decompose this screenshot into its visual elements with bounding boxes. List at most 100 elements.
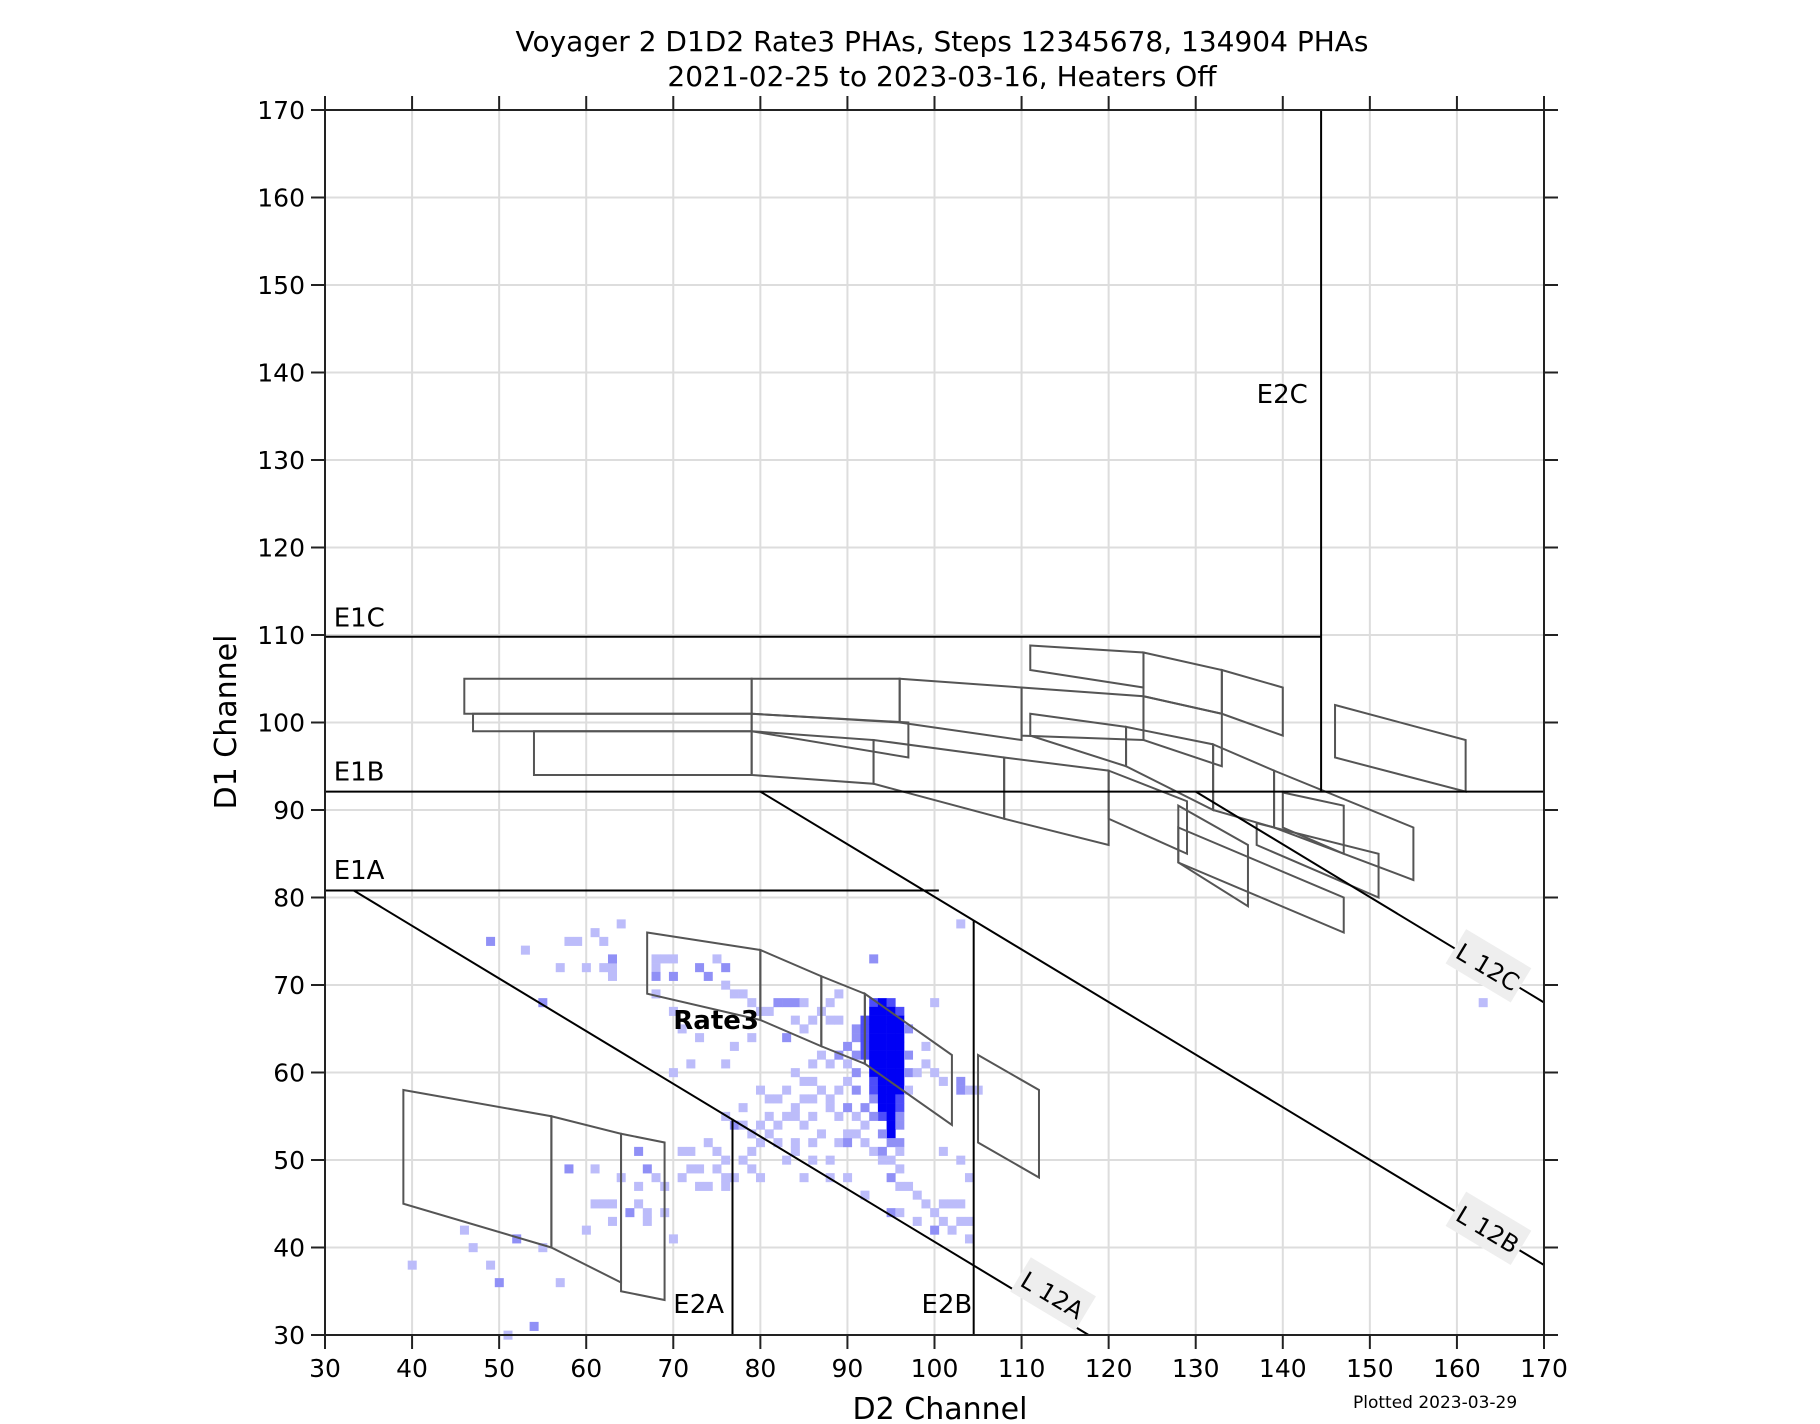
histogram-cell [712, 1146, 722, 1156]
histogram-cell [843, 1129, 853, 1139]
x-tick-label: 170 [1520, 1354, 1568, 1383]
histogram-cell [590, 928, 600, 938]
histogram-cell [886, 1111, 896, 1121]
histogram-cell [773, 998, 783, 1008]
histogram-cell [930, 1208, 940, 1218]
histogram-cell [590, 1164, 600, 1174]
histogram-cell [869, 1076, 879, 1086]
histogram-cell [938, 1216, 948, 1226]
histogram-cell [877, 1033, 887, 1043]
x-tick-label: 100 [911, 1354, 959, 1383]
histogram-cell [790, 1138, 800, 1148]
x-tick-label: 60 [570, 1354, 602, 1383]
histogram-cell [729, 989, 739, 999]
histogram-cell [895, 1024, 905, 1034]
histogram-cell [581, 963, 591, 973]
y-tick-label: 130 [257, 446, 305, 475]
histogram-cell [851, 1024, 861, 1034]
histogram-cell [877, 1068, 887, 1078]
label-e2b: E2B [921, 1290, 972, 1320]
chart-title: Voyager 2 D1D2 Rate3 PHAs, Steps 1234567… [515, 25, 1368, 58]
histogram-cell [869, 954, 879, 964]
histogram-cell [964, 1216, 974, 1226]
rate3-label: Rate3 [673, 1006, 759, 1036]
histogram-cell [512, 1234, 522, 1244]
boundary-lines [325, 110, 1545, 1336]
histogram-cell [677, 1024, 687, 1034]
histogram-cell [851, 1068, 861, 1078]
histogram-cell [486, 1260, 496, 1270]
histogram-cell [729, 1120, 739, 1130]
histogram-cell [938, 1146, 948, 1156]
histogram-cell [834, 1085, 844, 1095]
histogram-cell [860, 1138, 870, 1148]
histogram-cell [782, 998, 792, 1008]
histogram-cell [886, 1094, 896, 1104]
histogram-cell [877, 1006, 887, 1016]
histogram-cell [869, 1146, 879, 1156]
label-e1b: E1B [334, 757, 385, 787]
histogram-cell [808, 1094, 818, 1104]
histogram-cell [1478, 998, 1488, 1008]
histogram-cell [938, 1076, 948, 1086]
histogram-cell [808, 1111, 818, 1121]
histogram-cell [921, 1199, 931, 1209]
histogram-cell [738, 1155, 748, 1165]
histogram-cell [721, 1173, 731, 1183]
histogram-cell [721, 980, 731, 990]
histogram-cell [721, 963, 731, 973]
histogram-cell [651, 1173, 661, 1183]
histogram-cell [886, 998, 896, 1008]
histogram-cell [747, 1033, 757, 1043]
histogram-cell [886, 1015, 896, 1025]
region-polygon [872, 738, 1006, 821]
histogram-cell [581, 1225, 591, 1235]
histogram-cell [851, 1085, 861, 1095]
histogram-cell [729, 1041, 739, 1051]
histogram-cell [756, 1085, 766, 1095]
histogram-cell [851, 1111, 861, 1121]
histogram-cell [651, 971, 661, 981]
histogram-cell [703, 1181, 713, 1191]
histogram-cell [825, 1059, 835, 1069]
histogram-cell [869, 1041, 879, 1051]
region-polygon [977, 1053, 1040, 1180]
region-polygon [750, 712, 910, 759]
histogram-cell [703, 971, 713, 981]
region-polygon [1003, 756, 1110, 847]
histogram-cell [895, 1015, 905, 1025]
histogram-cell [590, 1199, 600, 1209]
y-axis-label: D1 Channel [209, 635, 244, 810]
histogram-cell [956, 1155, 966, 1165]
histogram-cell [790, 998, 800, 1008]
histogram-cell [895, 1068, 905, 1078]
histogram-cell [634, 1181, 644, 1191]
label-e1a: E1A [334, 856, 385, 886]
histogram-cell [607, 1199, 617, 1209]
histogram-cell [729, 1173, 739, 1183]
histogram-cell [668, 971, 678, 981]
histogram-cell [634, 1146, 644, 1156]
histogram-cell [834, 1138, 844, 1148]
histogram-cell [790, 1068, 800, 1078]
y-tick-label: 160 [257, 184, 305, 213]
x-tick-label: 110 [998, 1354, 1046, 1383]
histogram-cell [843, 1041, 853, 1051]
region-polygon [1029, 644, 1145, 689]
line-label-l12b: L 12B [1445, 1191, 1532, 1266]
region-polygon [1177, 825, 1345, 935]
histogram-cell [555, 963, 565, 973]
histogram-cell [782, 1085, 792, 1095]
histogram-cell [790, 1146, 800, 1156]
histogram-cell [747, 1129, 757, 1139]
region-polygon [1334, 703, 1467, 793]
x-tick-label: 50 [483, 1354, 515, 1383]
histogram-cell [895, 1033, 905, 1043]
histogram-cell [843, 1173, 853, 1183]
histogram-cell [895, 1085, 905, 1095]
y-tick-label: 30 [273, 1321, 305, 1350]
x-tick-label: 40 [396, 1354, 428, 1383]
histogram-cell [886, 1068, 896, 1078]
histogram-cell [851, 1033, 861, 1043]
region-polygon [463, 677, 753, 715]
